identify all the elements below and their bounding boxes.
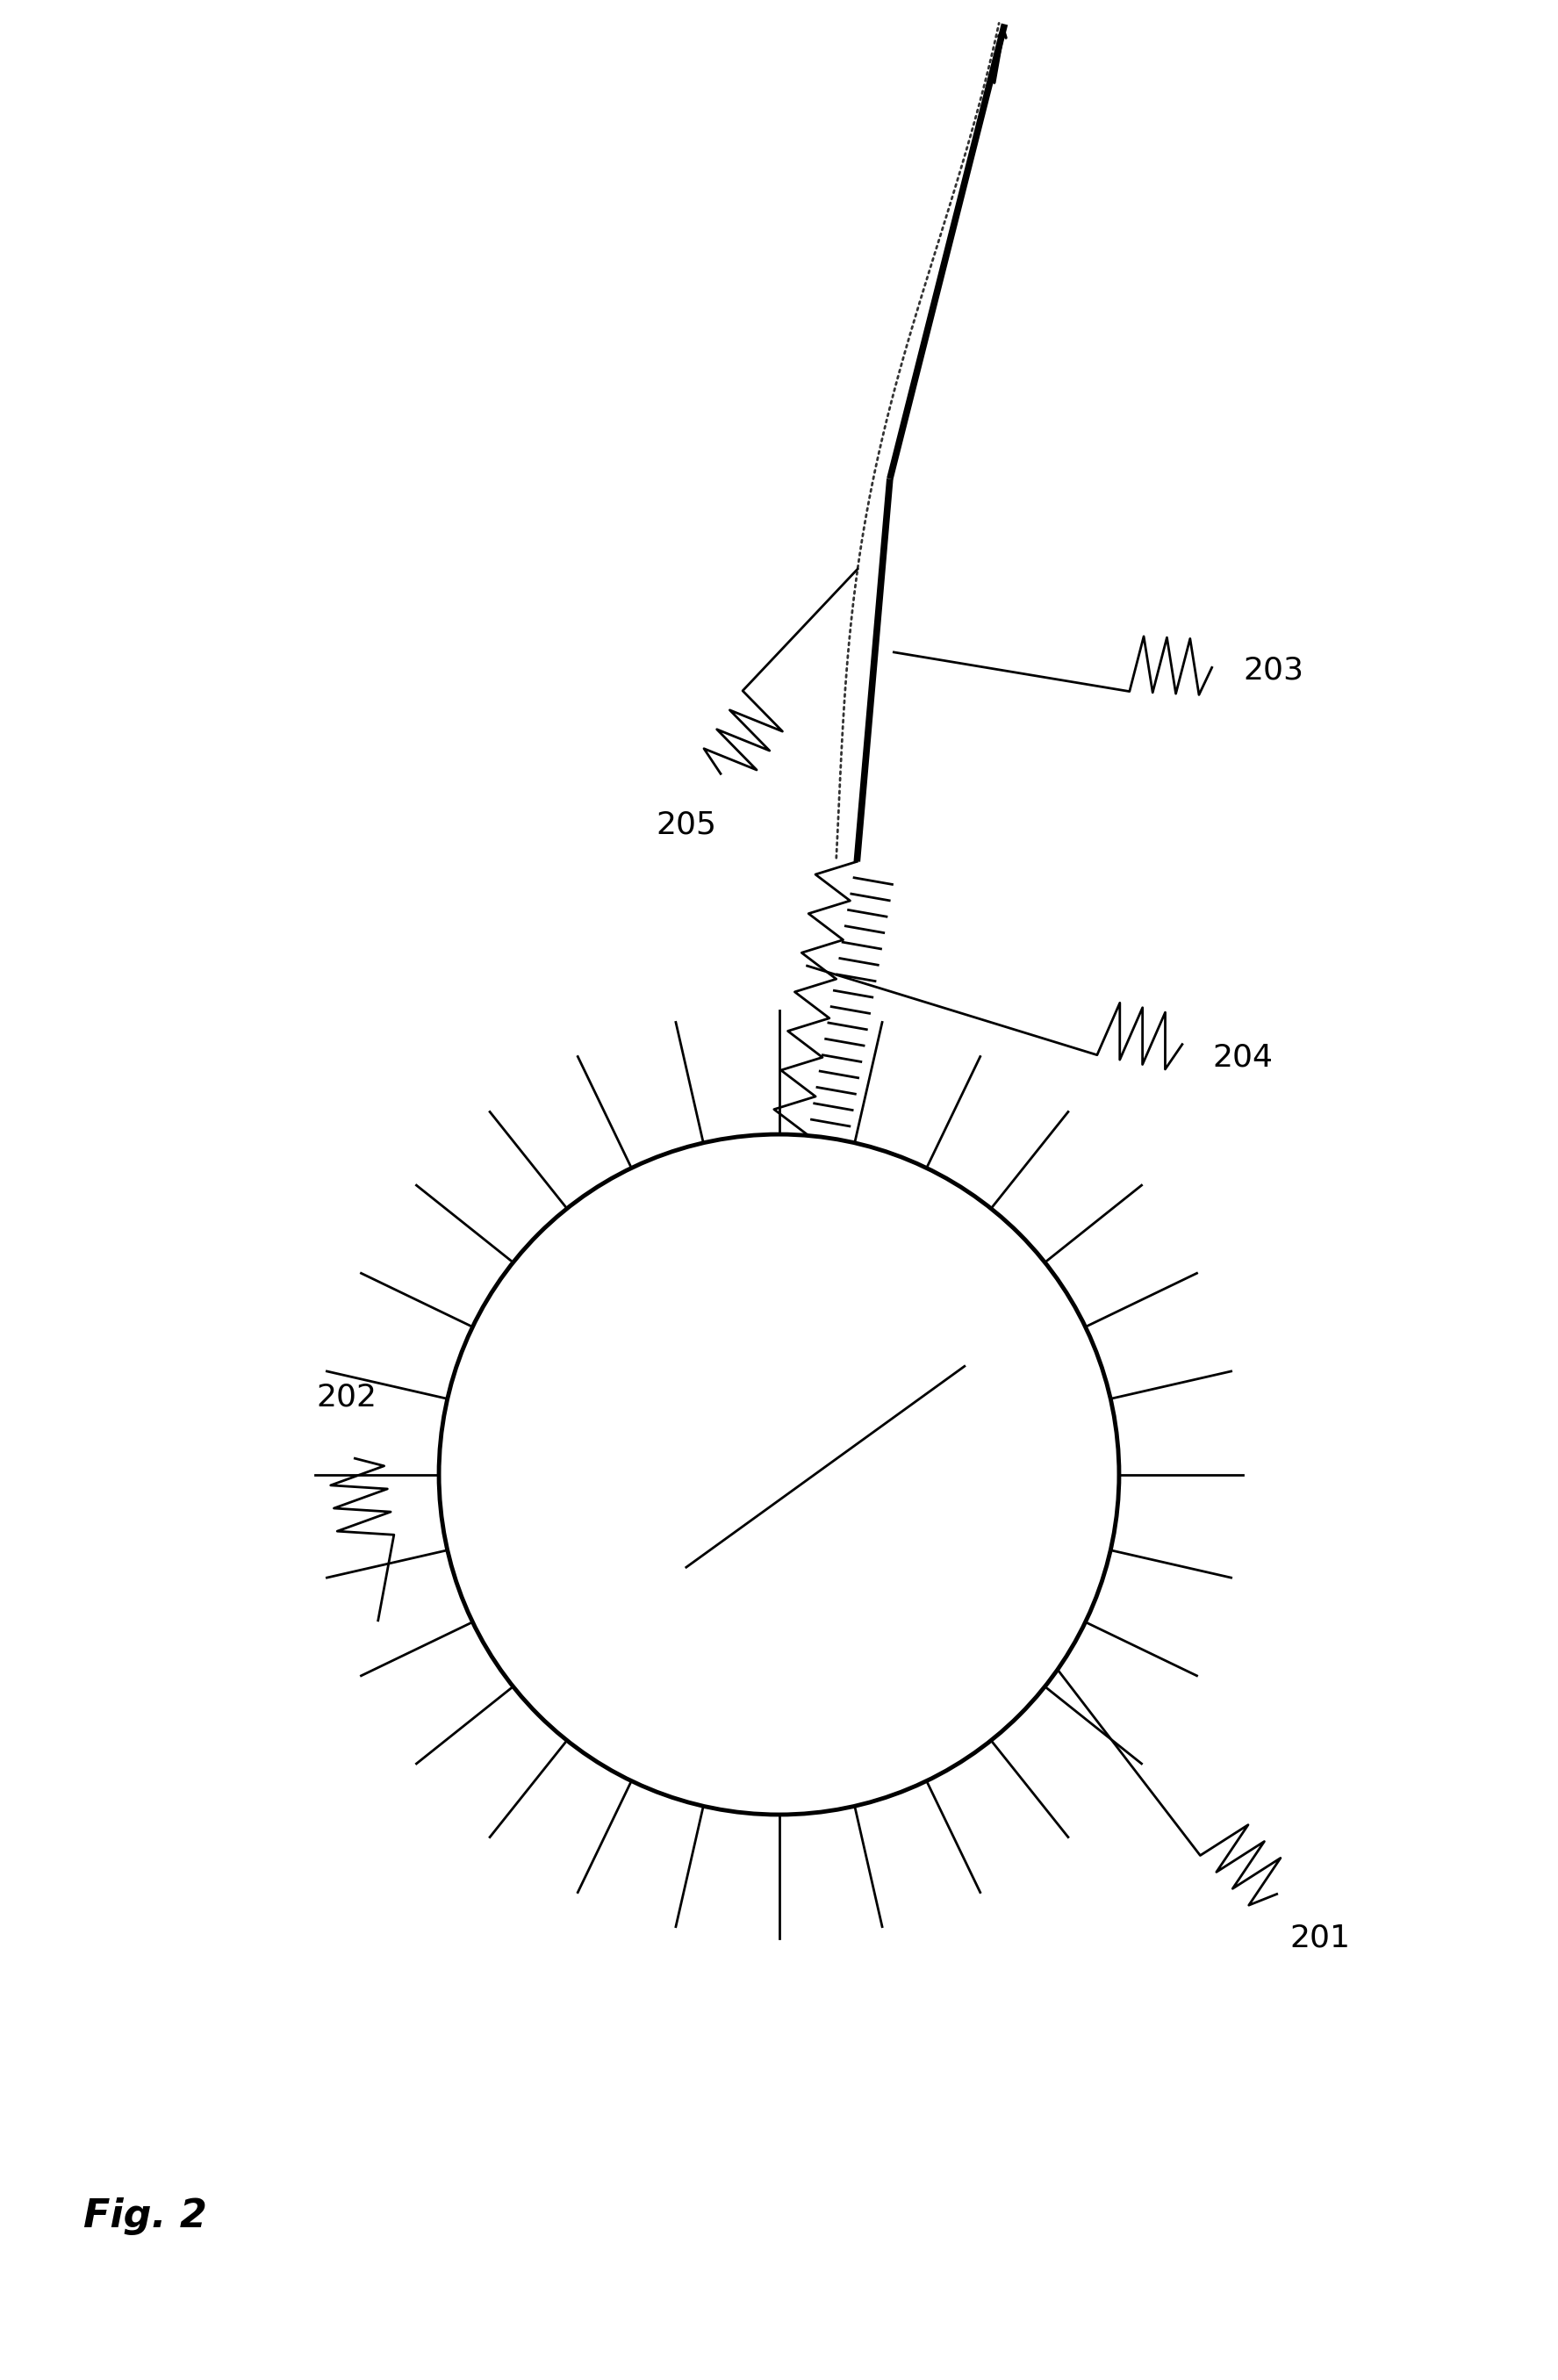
- Text: 203: 203: [1243, 655, 1304, 685]
- Text: 204: 204: [1212, 1042, 1273, 1071]
- Text: 205: 205: [656, 809, 717, 840]
- Text: 202: 202: [316, 1383, 377, 1411]
- Text: 201: 201: [1290, 1923, 1351, 1954]
- Text: Fig. 2: Fig. 2: [84, 2197, 207, 2235]
